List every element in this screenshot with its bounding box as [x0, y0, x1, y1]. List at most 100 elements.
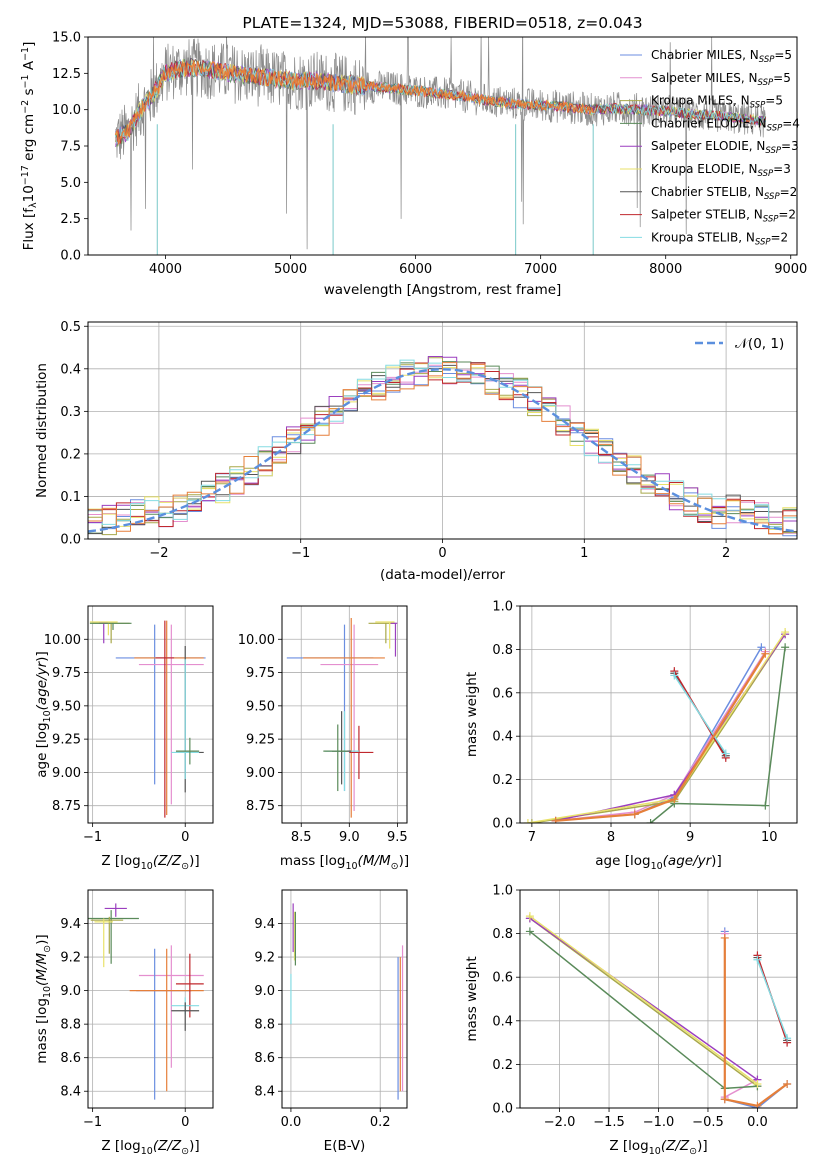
residual-histogram: [88, 362, 797, 535]
spectrum-fit-line: [114, 60, 594, 145]
weight-point-marker: [527, 819, 536, 823]
weight-vs-Z-xtick-label: −1.0: [643, 1115, 675, 1130]
mass-vs-EBV-xtick-label: 0.0: [281, 1115, 302, 1130]
residuals-ytick-label: 0.1: [60, 490, 81, 505]
mass-vs-Z-ytick-label: 9.0: [60, 984, 81, 999]
weight-series-line: [756, 959, 788, 1039]
mass-vs-Z-frame: [87, 889, 214, 1109]
weight-point-marker: [753, 1080, 762, 1089]
legend-entry: Kroupa MILES, NSSP=5: [651, 94, 783, 111]
mass-vs-Z-xlabel: Z [log10(Z/Z⊙)]: [101, 1138, 199, 1157]
mass-vs-Z-xtick-label: 0: [181, 1115, 189, 1130]
residuals-xlabel: (data-model)/error: [380, 567, 506, 583]
weight-series-line: [555, 633, 786, 822]
weight-vs-Z-ytick-label: 0.2: [492, 1058, 513, 1073]
weight-point-marker: [761, 801, 770, 810]
spectrum-ytick-label: 10.0: [52, 103, 81, 118]
spectrum-xtick-label: 8000: [649, 262, 682, 277]
weight-vs-age-ytick-label: 0.8: [492, 643, 513, 658]
weight-vs-age-panel: 7 8 9 10 0.0 0.2 0.4 0.6 0.8 1.0 age [log10(age/yr…: [464, 600, 798, 872]
age-vs-Z-ytick-label: 9.75: [52, 666, 81, 681]
weight-point-marker: [720, 933, 729, 942]
age-vs-Z-ytick-label: 9.50: [52, 699, 81, 714]
residual-histogram: [88, 356, 797, 528]
mass-vs-Z-ytick-label: 9.4: [60, 917, 81, 932]
mass-vs-Z-panel: −1 0 8.4 8.6 8.8 9.0 9.2 9.4 Z [log10(Z/Z⊙)] mass…: [34, 889, 214, 1157]
residuals-panel: −2 −1 0 1 2 0.0 0.1 0.2 0.3 0.4 0.5 (data-model)/er…: [34, 320, 798, 583]
age-vs-Z-xlabel: Z [log10(Z/Z⊙)]: [101, 853, 199, 872]
residuals-xtick-label: 0: [438, 546, 446, 561]
weight-point-marker: [761, 649, 770, 658]
gaussian-reference-line: [88, 368, 797, 533]
residuals-frame: [87, 321, 798, 540]
age-vs-mass-ytick-label: 9.00: [246, 766, 275, 781]
spectrum-ytick-label: 15.0: [52, 31, 81, 46]
weight-point-marker: [525, 927, 534, 936]
mass-vs-EBV-ytick-label: 8.8: [254, 1018, 275, 1033]
weight-point-marker: [721, 749, 730, 758]
mass-vs-Z-plot-area: [88, 903, 204, 1100]
mass-vs-EBV-frame: [281, 889, 408, 1109]
weight-vs-Z-xtick-label: −1.5: [593, 1115, 625, 1130]
weight-vs-Z-ytick-label: 0.0: [492, 1102, 513, 1117]
age-vs-mass-ytick-label: 10.00: [238, 633, 275, 648]
mass-vs-Z-ytick-label: 8.6: [60, 1051, 81, 1066]
weight-series-line: [529, 915, 758, 1085]
mass-vs-Z-xtick-label: −1: [83, 1115, 102, 1130]
weight-point-marker: [670, 795, 679, 804]
weight-point-marker: [753, 1101, 762, 1108]
residuals-ylabel: Normed distribution: [34, 363, 50, 498]
weight-vs-age-xtick-label: 10: [761, 830, 778, 845]
mass-vs-EBV-plot-area: [290, 903, 404, 1100]
weight-series-line: [650, 647, 786, 823]
residuals-xtick-label: 1: [580, 546, 588, 561]
weight-series-line: [529, 917, 758, 1087]
weight-vs-Z-xtick-label: −2.0: [544, 1115, 576, 1130]
weight-vs-age-ytick-label: 1.0: [492, 600, 513, 615]
spectrum-frame: [87, 36, 798, 256]
residuals-ytick-label: 0.4: [60, 362, 81, 377]
weight-vs-Z-xlabel: Z [log10(Z/Z⊙)]: [609, 1138, 707, 1157]
weight-vs-Z-xtick-label: 0.0: [747, 1115, 768, 1130]
mass-vs-Z-ytick-label: 9.2: [60, 951, 81, 966]
age-vs-Z-ytick-label: 10.00: [44, 633, 81, 648]
spectrum-ylabel: Flux [fλ10−17 erg cm−2 s−1 A−1]: [20, 42, 39, 251]
age-vs-Z-xtick-label: −1: [83, 830, 102, 845]
age-vs-mass-xtick-label: 9.5: [387, 830, 408, 845]
spectrum-ytick-label: 0.0: [60, 249, 81, 264]
mass-vs-EBV-ytick-label: 8.4: [254, 1085, 275, 1100]
weight-point-marker: [525, 912, 534, 921]
weight-point-marker: [783, 1034, 792, 1043]
mass-vs-Z-ylabel: mass [log10(M/M⊙)]: [34, 934, 53, 1063]
residuals-ytick-label: 0.0: [60, 533, 81, 548]
weight-point-marker: [757, 643, 766, 652]
legend-entry: Kroupa STELIB, NSSP=2: [651, 230, 788, 247]
legend-entry: Chabrier MILES, NSSP=5: [651, 48, 792, 65]
age-vs-mass-xtick-label: 8.5: [291, 830, 312, 845]
spectrum-ytick-label: 2.5: [60, 212, 81, 227]
legend-entry: Kroupa ELODIE, NSSP=3: [651, 162, 791, 179]
residuals-xtick-label: −2: [149, 546, 168, 561]
spectrum-xtick-label: 9000: [774, 262, 807, 277]
weight-vs-Z-ytick-label: 1.0: [492, 884, 513, 899]
weight-point-marker: [753, 955, 762, 964]
residuals-xtick-label: −1: [291, 546, 310, 561]
residuals-xtick-label: 2: [722, 546, 730, 561]
weight-vs-Z-ylabel: mass weight: [464, 956, 480, 1041]
weight-point-marker: [523, 819, 532, 823]
weight-vs-Z-ytick-label: 0.4: [492, 1014, 513, 1029]
age-vs-Z-ytick-label: 8.75: [52, 799, 81, 814]
legend-entry: Salpeter MILES, NSSP=5: [651, 71, 791, 88]
age-vs-Z-ytick-label: 9.25: [52, 733, 81, 748]
weight-vs-Z-panel: −2.0 −1.5 −1.0 −0.5 0.0 0.0 0.2 0.4 0.6 0.8 1.0 Z […: [464, 884, 798, 1157]
weight-vs-age-plot-area: [523, 628, 790, 823]
weight-vs-Z-plot-area: [525, 912, 792, 1108]
weight-series-line: [527, 631, 786, 823]
legend-entry: Salpeter STELIB, NSSP=2: [651, 208, 796, 225]
weight-series-line: [531, 633, 786, 823]
legend-entry: Chabrier STELIB, NSSP=2: [651, 185, 797, 202]
spectrum-xtick-label: 4000: [149, 262, 182, 277]
weight-vs-Z-ytick-label: 0.8: [492, 927, 513, 942]
mass-vs-EBV-xtick-label: 0.2: [370, 1115, 391, 1130]
